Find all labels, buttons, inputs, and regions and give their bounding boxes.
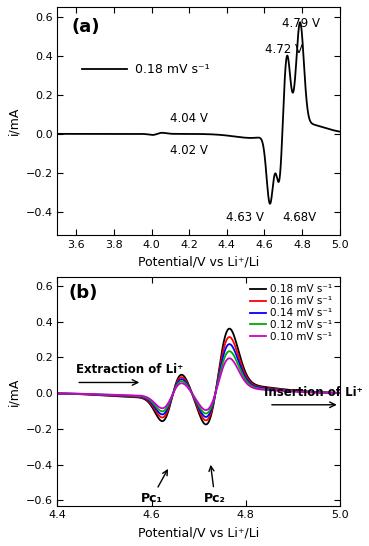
X-axis label: Potential/V vs Li⁺/Li: Potential/V vs Li⁺/Li [138,526,259,539]
Text: 4.79 V: 4.79 V [282,17,320,31]
Text: Pc₂: Pc₂ [204,466,226,505]
Text: Pc₁: Pc₁ [141,470,167,505]
Y-axis label: i/mA: i/mA [7,107,20,135]
Y-axis label: i/mA: i/mA [7,377,20,406]
Legend: 0.18 mV s⁻¹, 0.16 mV s⁻¹, 0.14 mV s⁻¹, 0.12 mV s⁻¹, 0.10 mV s⁻¹: 0.18 mV s⁻¹, 0.16 mV s⁻¹, 0.14 mV s⁻¹, 0… [248,282,334,344]
Text: 0.18 mV s⁻¹: 0.18 mV s⁻¹ [135,63,209,76]
Text: Insertion of Li⁺: Insertion of Li⁺ [264,385,363,399]
Text: (a): (a) [72,19,100,37]
Text: Extraction of Li⁺: Extraction of Li⁺ [76,363,183,376]
X-axis label: Potential/V vs Li⁺/Li: Potential/V vs Li⁺/Li [138,256,259,269]
Text: 4.68V: 4.68V [282,211,316,224]
Text: 4.04 V: 4.04 V [170,111,208,124]
Text: 4.02 V: 4.02 V [170,144,208,157]
Text: 4.72 V: 4.72 V [265,43,303,56]
Text: (b): (b) [69,284,98,302]
Text: 4.63 V: 4.63 V [227,211,264,224]
